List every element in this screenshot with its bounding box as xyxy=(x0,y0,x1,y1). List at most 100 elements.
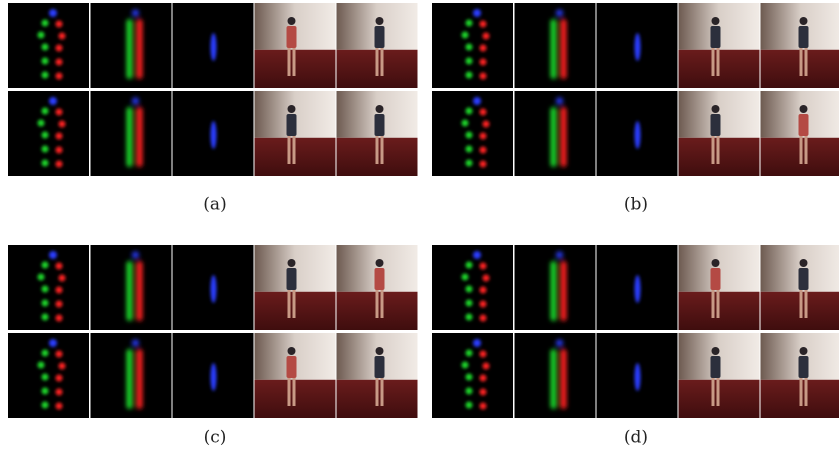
leg xyxy=(712,290,715,318)
joint xyxy=(556,340,563,347)
image-grid xyxy=(8,3,839,418)
joint xyxy=(49,339,57,347)
joint xyxy=(56,59,63,66)
joint xyxy=(466,402,473,409)
image-tile xyxy=(173,3,254,88)
image-tile xyxy=(337,333,418,418)
head xyxy=(712,259,720,267)
heatmap xyxy=(211,121,217,149)
torso xyxy=(711,114,721,136)
image-tile xyxy=(173,245,254,330)
joint xyxy=(42,402,49,409)
image-tile xyxy=(8,91,89,176)
joint xyxy=(42,350,49,357)
joint xyxy=(42,262,49,269)
joint xyxy=(480,301,487,308)
leg xyxy=(805,48,808,76)
joint xyxy=(473,97,481,105)
heatmap xyxy=(635,363,641,391)
panel-label: (c) xyxy=(204,428,227,448)
joint xyxy=(462,120,469,127)
panel-label: (d) xyxy=(624,428,648,448)
limb xyxy=(127,261,133,321)
head xyxy=(376,259,384,267)
leg xyxy=(288,290,291,318)
heatmap xyxy=(635,33,641,61)
joint xyxy=(56,389,63,396)
limb xyxy=(561,19,567,79)
joint xyxy=(483,275,490,282)
head xyxy=(800,347,808,355)
torso xyxy=(375,26,385,48)
joint xyxy=(56,403,63,410)
torso xyxy=(711,356,721,378)
limb xyxy=(551,107,557,167)
joint xyxy=(42,314,49,321)
joint xyxy=(556,252,563,259)
torso xyxy=(287,26,297,48)
image-tile xyxy=(255,91,336,176)
joint xyxy=(38,32,45,39)
limb xyxy=(561,107,567,167)
head xyxy=(288,105,296,113)
image-tile xyxy=(515,3,596,88)
head xyxy=(376,347,384,355)
joint xyxy=(480,59,487,66)
image-tile xyxy=(597,245,678,330)
joint xyxy=(56,263,63,270)
head xyxy=(800,105,808,113)
joint xyxy=(480,315,487,322)
image-tile xyxy=(432,245,513,330)
image-tile xyxy=(337,3,418,88)
joint xyxy=(480,351,487,358)
head xyxy=(288,259,296,267)
image-tile xyxy=(761,3,839,88)
joint xyxy=(42,388,49,395)
joint xyxy=(483,363,490,370)
leg xyxy=(381,290,384,318)
tile-background xyxy=(8,3,89,88)
joint xyxy=(56,315,63,322)
joint xyxy=(56,109,63,116)
image-tile xyxy=(91,333,172,418)
head xyxy=(288,17,296,25)
image-tile xyxy=(597,91,678,176)
joint xyxy=(56,161,63,168)
joint xyxy=(473,9,481,17)
leg xyxy=(376,48,379,76)
joint xyxy=(466,44,473,51)
joint xyxy=(59,363,66,370)
leg xyxy=(293,136,296,164)
head xyxy=(376,105,384,113)
heatmap xyxy=(635,275,641,303)
image-tile xyxy=(597,333,678,418)
joint xyxy=(56,133,63,140)
image-tile xyxy=(679,3,760,88)
image-tile xyxy=(337,91,418,176)
joint xyxy=(466,300,473,307)
joint xyxy=(473,251,481,259)
image-tile xyxy=(91,3,172,88)
joint xyxy=(38,120,45,127)
head xyxy=(288,347,296,355)
limb xyxy=(127,349,133,409)
torso xyxy=(287,268,297,290)
joint xyxy=(480,109,487,116)
head xyxy=(376,17,384,25)
tile-background xyxy=(432,333,513,418)
limb xyxy=(137,261,143,321)
joint xyxy=(466,262,473,269)
tile-background xyxy=(8,245,89,330)
image-tile xyxy=(597,3,678,88)
image-tile xyxy=(432,333,513,418)
leg xyxy=(712,378,715,406)
leg xyxy=(805,378,808,406)
joint xyxy=(480,161,487,168)
torso xyxy=(799,26,809,48)
tile-background xyxy=(432,245,513,330)
joint xyxy=(38,362,45,369)
joint xyxy=(466,132,473,139)
image-tile xyxy=(515,333,596,418)
joint xyxy=(483,121,490,128)
leg xyxy=(376,378,379,406)
